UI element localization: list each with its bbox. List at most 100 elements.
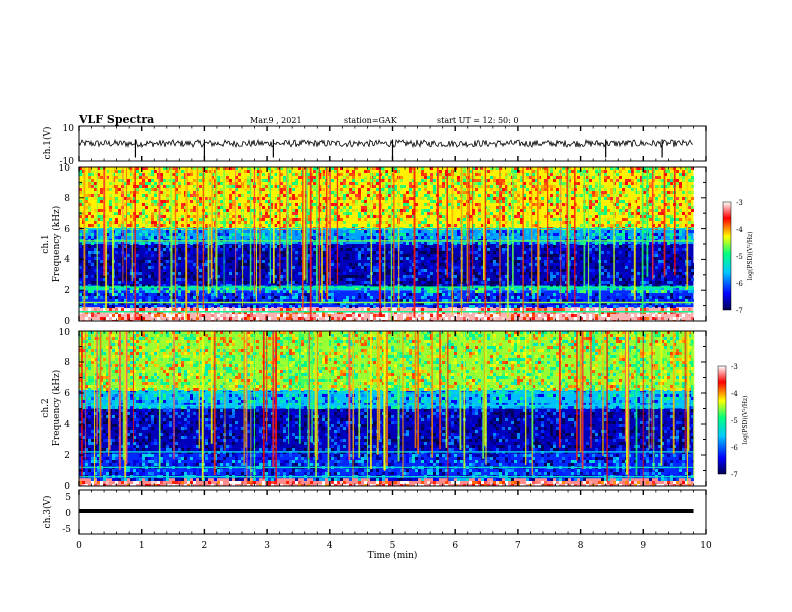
spec1-cell	[247, 233, 250, 236]
spec1-cell	[439, 275, 442, 278]
spec1-cell	[367, 272, 370, 275]
spec1-cell	[475, 257, 478, 260]
spec1-cell	[505, 269, 508, 272]
spec1-cell	[649, 173, 652, 176]
spec1-cell	[244, 293, 247, 296]
spec1-cell	[145, 245, 148, 248]
spec1-cell	[157, 215, 160, 218]
spec1-cell	[571, 215, 574, 218]
spec1-cell	[178, 290, 181, 293]
spec1-cell	[334, 191, 337, 194]
spec1-cell	[181, 284, 184, 287]
spec1-cell	[385, 260, 388, 263]
spec1-cell	[448, 236, 451, 239]
spec1-cell	[652, 248, 655, 251]
spec1-cell	[562, 278, 565, 281]
spec1-cell	[190, 221, 193, 224]
spec1-cell	[661, 167, 664, 170]
spec1-cell	[154, 236, 157, 239]
spec1-cell	[508, 278, 511, 281]
spec1-cell	[586, 251, 589, 254]
spec1-cell	[391, 185, 394, 188]
spec1-cell	[595, 191, 598, 194]
spec1-cell	[226, 230, 229, 233]
spec1-cell	[154, 245, 157, 248]
spec1-cell	[562, 182, 565, 185]
spec1-cell	[391, 287, 394, 290]
spec1-cell	[178, 170, 181, 173]
spec1-cell	[628, 236, 631, 239]
spec1-cell	[577, 245, 580, 248]
spec1-cell	[355, 275, 358, 278]
spec1-cell	[142, 245, 145, 248]
spec1-cell	[592, 236, 595, 239]
spec1-cell	[307, 173, 310, 176]
spec1-cell	[400, 233, 403, 236]
spec1-cell	[214, 281, 217, 284]
spec1-cell	[415, 185, 418, 188]
spec1-cell	[307, 176, 310, 179]
spec1-cell	[391, 248, 394, 251]
spec1-cell	[391, 236, 394, 239]
spec1-cell	[517, 242, 520, 245]
spec1-cell	[475, 287, 478, 290]
spec1-cell	[118, 290, 121, 293]
spec1-cell	[505, 191, 508, 194]
spec1-cell	[541, 260, 544, 263]
spec1-cell	[535, 179, 538, 182]
spec1-cell	[427, 287, 430, 290]
spec1-cell	[181, 206, 184, 209]
spec1-cell	[571, 230, 574, 233]
spec1-cell	[610, 290, 613, 293]
spec1-cell	[130, 281, 133, 284]
spec1-cell	[373, 236, 376, 239]
spec1-cell	[616, 209, 619, 212]
spec1-cell	[493, 200, 496, 203]
spec1-cell	[349, 188, 352, 191]
spec1-cell	[94, 221, 97, 224]
spec1-cell	[313, 230, 316, 233]
spec1-cell	[244, 224, 247, 227]
spec1-cell	[640, 254, 643, 257]
spec1-cell	[145, 230, 148, 233]
spec1-cell	[394, 287, 397, 290]
spec1-cell	[496, 218, 499, 221]
spec1-cell	[595, 173, 598, 176]
spec1-cell	[199, 221, 202, 224]
spec1-cell	[412, 170, 415, 173]
spec1-cell	[229, 188, 232, 191]
spec1-band-2	[79, 285, 694, 291]
spec1-cell	[178, 230, 181, 233]
spec1-cell	[388, 179, 391, 182]
spec1-cell	[163, 167, 166, 170]
spec1-cell	[268, 281, 271, 284]
spec1-cell	[508, 215, 511, 218]
spec1-cell	[319, 248, 322, 251]
spec1-cell	[580, 284, 583, 287]
spec1-cell	[232, 167, 235, 170]
spec1-cell	[265, 281, 268, 284]
spec1-cell	[622, 182, 625, 185]
spec1-cell	[403, 245, 406, 248]
spec1-cell	[364, 230, 367, 233]
spec1-cell	[106, 269, 109, 272]
spec1-cell	[181, 170, 184, 173]
spec1-cell	[334, 260, 337, 263]
spec1-cell	[412, 287, 415, 290]
spec1-cell	[334, 284, 337, 287]
spec1-cell	[208, 257, 211, 260]
spec1-cell	[616, 275, 619, 278]
spec1-cell	[616, 173, 619, 176]
spec1-cell	[592, 257, 595, 260]
spec1-cell	[85, 272, 88, 275]
spec1-cell	[151, 236, 154, 239]
spec1-cell	[607, 173, 610, 176]
spec1-cell	[322, 182, 325, 185]
spec1-cell	[340, 287, 343, 290]
spec1-cell	[643, 218, 646, 221]
spec1-cell	[607, 281, 610, 284]
spec1-cell	[592, 269, 595, 272]
spec1-cell	[496, 281, 499, 284]
spec1-cell	[178, 269, 181, 272]
